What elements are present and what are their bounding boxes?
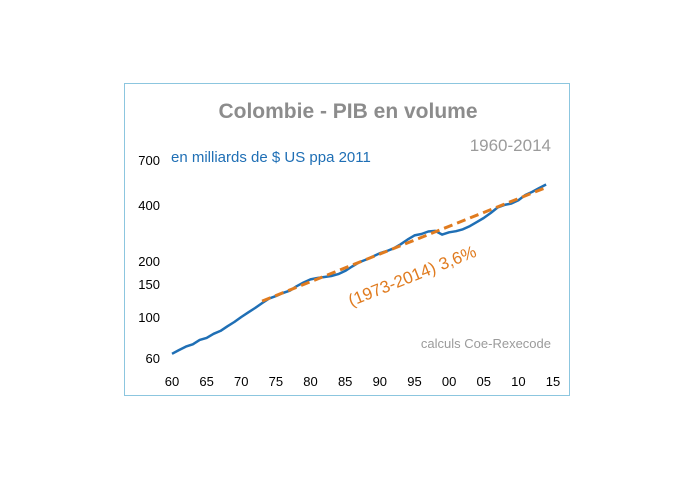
x-tick-label: 90 bbox=[373, 374, 387, 389]
x-tick-label: 15 bbox=[546, 374, 560, 389]
x-tick-label: 65 bbox=[199, 374, 213, 389]
y-tick-label: 100 bbox=[138, 310, 160, 325]
x-tick-label: 95 bbox=[407, 374, 421, 389]
y-tick-label: 150 bbox=[138, 277, 160, 292]
x-tick-label: 85 bbox=[338, 374, 352, 389]
y-tick-label: 400 bbox=[138, 198, 160, 213]
source-label: calculs Coe-Rexecode bbox=[421, 336, 551, 351]
x-tick-label: 05 bbox=[476, 374, 490, 389]
y-tick-label: 200 bbox=[138, 254, 160, 269]
chart-title: Colombie - PIB en volume bbox=[218, 100, 477, 123]
series-layer bbox=[171, 183, 547, 355]
trend-line bbox=[261, 186, 547, 303]
x-axis: 60 65 70 75 80 85 90 95 00 05 10 15 bbox=[165, 374, 560, 389]
y-axis: 60 100 150 200 400 700 bbox=[138, 153, 160, 366]
x-tick-label: 80 bbox=[303, 374, 317, 389]
chart: Colombie - PIB en volume 1960-2014 en mi… bbox=[138, 100, 560, 389]
x-tick-label: 10 bbox=[511, 374, 525, 389]
chart-frame: Colombie - PIB en volume 1960-2014 en mi… bbox=[124, 83, 570, 396]
x-tick-label: 60 bbox=[165, 374, 179, 389]
y-tick-label: 60 bbox=[146, 351, 160, 366]
x-tick-label: 70 bbox=[234, 374, 248, 389]
trend-label: (1973-2014) 3,6% bbox=[346, 242, 479, 310]
x-tick-label: 75 bbox=[269, 374, 283, 389]
x-tick-label: 00 bbox=[442, 374, 456, 389]
units-label: en milliards de $ US ppa 2011 bbox=[171, 149, 371, 166]
period-label: 1960-2014 bbox=[470, 136, 551, 155]
y-tick-label: 700 bbox=[138, 153, 160, 168]
